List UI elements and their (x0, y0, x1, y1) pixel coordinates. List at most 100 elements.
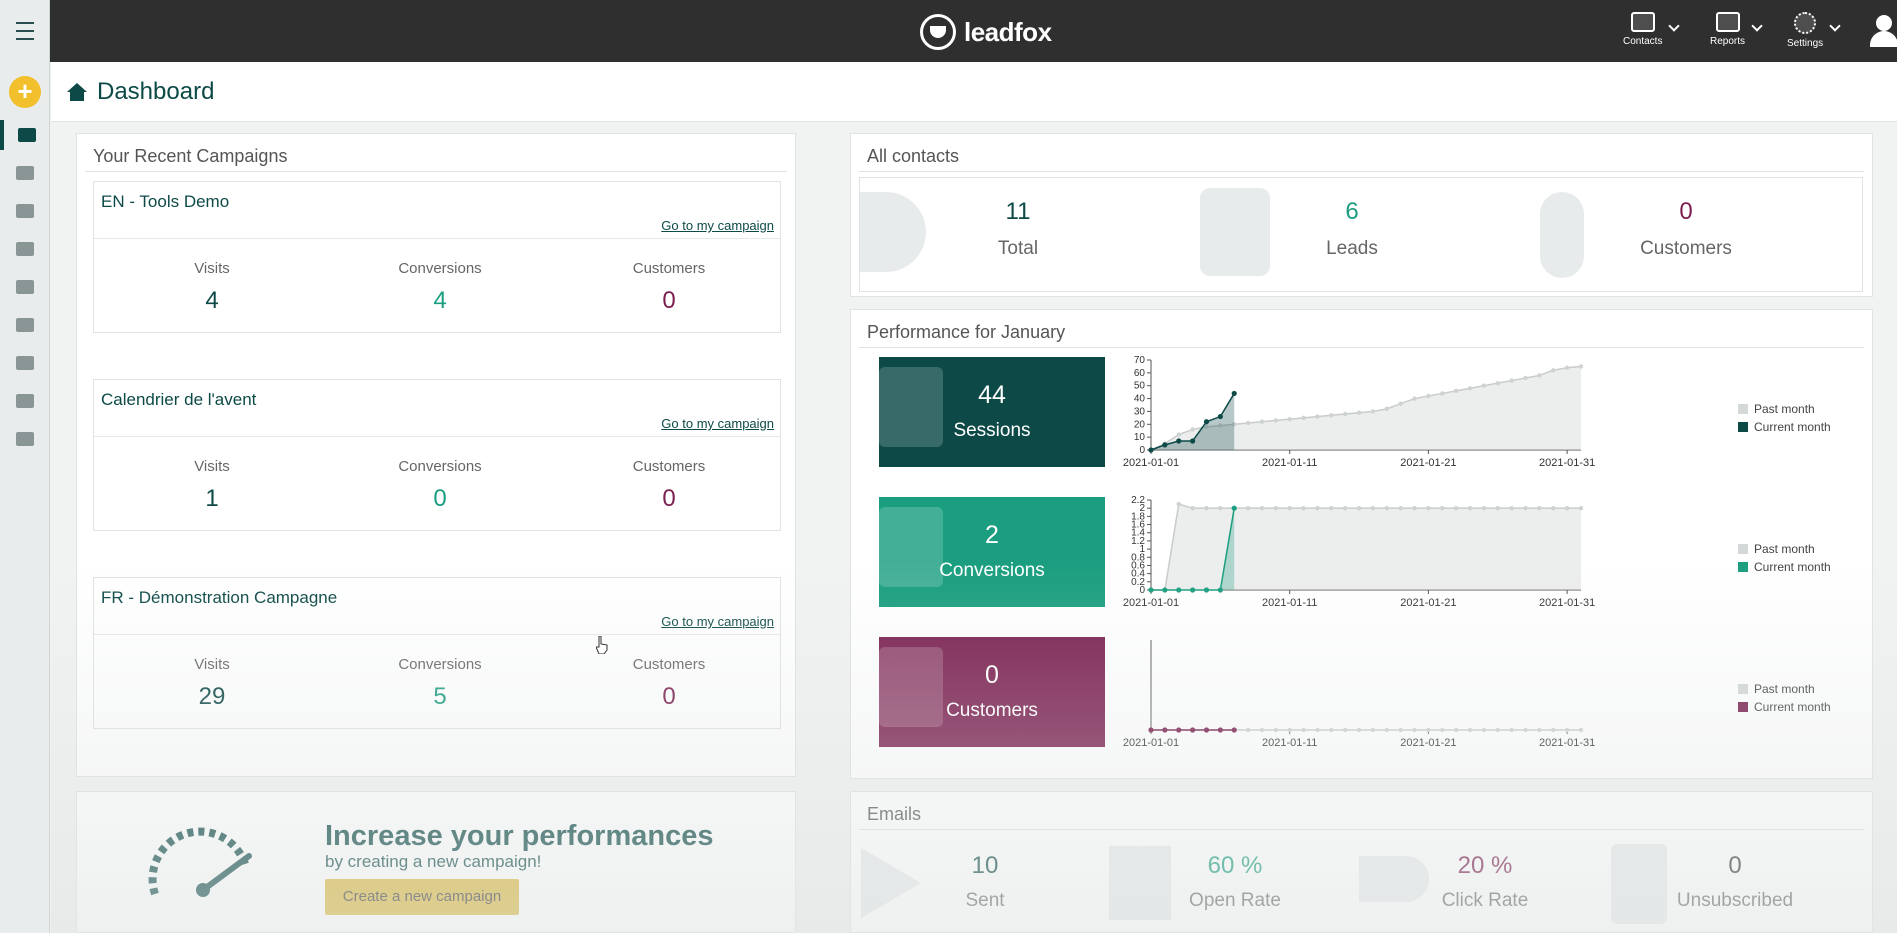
campaign-name: FR - Démonstration Campagne (101, 588, 338, 607)
data-point (1551, 727, 1556, 733)
data-point (1148, 587, 1154, 593)
visits-stat: Visits 4 (112, 260, 312, 315)
y-tick-label: 30 (1134, 406, 1146, 417)
person-icon (879, 367, 943, 447)
promo-panel: Increase your performances by creating a… (76, 791, 796, 933)
grid-icon (16, 394, 34, 408)
user-avatar-icon[interactable] (1868, 15, 1897, 47)
customers-legend: Past month Current month (1738, 682, 1831, 718)
data-point (1232, 422, 1237, 427)
campaign-card: EN - Tools Demo Go to my campaign Visits… (93, 181, 781, 333)
recent-campaigns-panel: Your Recent Campaigns EN - Tools Demo Go… (76, 133, 796, 777)
data-point (1509, 505, 1514, 511)
legend-current: Current month (1754, 700, 1831, 714)
sidebar-item-media[interactable] (0, 424, 50, 454)
x-tick-label: 2021-01-21 (1400, 737, 1456, 749)
sidebar-item-templates[interactable] (0, 234, 50, 264)
go-to-campaign-link[interactable]: Go to my campaign (661, 416, 774, 431)
sent-stat: 10 Sent (885, 852, 1085, 912)
open-rate-label: Open Rate (1189, 890, 1281, 911)
total-label: Total (997, 238, 1039, 259)
create-campaign-button[interactable]: Create a new campaign (325, 879, 519, 915)
leads-stat: 6 Leads (1252, 198, 1452, 260)
promo-subline: by creating a new campaign! (325, 852, 542, 871)
sidebar-item-emails[interactable] (0, 272, 50, 302)
data-point (1564, 505, 1570, 511)
sidebar-item-pages[interactable] (0, 196, 50, 226)
data-point (1578, 727, 1584, 733)
customers-value: 0 (985, 661, 999, 689)
page-header: Dashboard (51, 62, 1897, 122)
go-to-campaign-link[interactable]: Go to my campaign (661, 614, 774, 629)
x-tick-label: 2021-01-01 (1123, 597, 1179, 609)
add-button[interactable]: + (9, 76, 41, 108)
legend-current: Current month (1754, 560, 1831, 574)
data-point (1245, 420, 1251, 426)
top-bar: leadfox Contacts Reports Settings (0, 0, 1897, 62)
data-point (1384, 505, 1390, 511)
nav-reports[interactable]: Reports (1710, 12, 1763, 47)
data-point (1329, 505, 1334, 511)
visits-label: Visits (194, 458, 230, 475)
data-point (1162, 587, 1168, 593)
y-tick-label: 0.8 (1131, 552, 1145, 563)
nav-settings[interactable]: Settings (1787, 12, 1841, 49)
folder-icon (16, 166, 34, 180)
data-point (1537, 727, 1542, 733)
unsubscribed-stat: 0 Unsubscribed (1635, 852, 1835, 912)
data-point (1551, 505, 1556, 511)
sidebar-item-home[interactable] (0, 120, 50, 150)
y-tick-label: 1.6 (1131, 520, 1145, 531)
data-point (1203, 419, 1210, 425)
total-value: 11 (1005, 198, 1031, 225)
customers-label: Customers (632, 458, 706, 475)
customers-contacts-stat: 0 Customers (1586, 198, 1786, 260)
data-point (1453, 727, 1459, 733)
customers-label: Customers (632, 656, 706, 673)
sidebar-item-workflows[interactable] (0, 310, 50, 340)
data-point (1287, 727, 1292, 733)
conversions-value: 5 (433, 683, 447, 710)
sidebar-item-forms[interactable] (0, 386, 50, 416)
conversions-stat: Conversions 0 (340, 458, 540, 513)
data-point (1481, 505, 1487, 511)
data-point (1231, 505, 1237, 511)
data-point (1467, 505, 1473, 511)
data-point (1190, 438, 1196, 444)
unsubscribed-value: 0 (1728, 852, 1742, 879)
visits-stat: Visits 1 (112, 458, 312, 513)
data-point (1148, 727, 1154, 733)
visits-stat: Visits 29 (112, 656, 312, 711)
data-point (1370, 409, 1376, 414)
series-line (1151, 503, 1581, 591)
sidebar-item-tasks[interactable] (0, 348, 50, 378)
data-point (1176, 501, 1181, 507)
data-point (1217, 587, 1223, 593)
data-point (1273, 727, 1279, 733)
series-line (1150, 365, 1582, 451)
data-point (1287, 505, 1292, 511)
leadfox-logo[interactable]: leadfox (920, 12, 1052, 52)
data-point (1426, 393, 1431, 399)
y-tick-label: 0 (1139, 445, 1145, 456)
visits-value: 29 (198, 683, 226, 710)
nav-contacts[interactable]: Contacts (1623, 12, 1681, 47)
chevron-down-icon (1829, 20, 1841, 32)
data-point (1245, 727, 1251, 733)
data-point (1426, 727, 1431, 733)
mail-icon (16, 280, 34, 294)
menu-icon (15, 19, 34, 43)
visits-value: 4 (205, 287, 219, 314)
data-point (1148, 447, 1154, 453)
data-point (1301, 505, 1306, 511)
layout-icon (16, 204, 34, 218)
data-point (1578, 364, 1584, 369)
go-to-campaign-link[interactable]: Go to my campaign (661, 218, 774, 233)
campaign-name: EN - Tools Demo (101, 192, 230, 211)
nav-settings-label: Settings (1787, 38, 1824, 49)
click-rate-stat: 20 % Click Rate (1385, 852, 1585, 912)
hamburger-menu-button[interactable] (0, 0, 50, 62)
data-point (1329, 727, 1334, 733)
sidebar-item-campaigns[interactable] (0, 158, 50, 188)
